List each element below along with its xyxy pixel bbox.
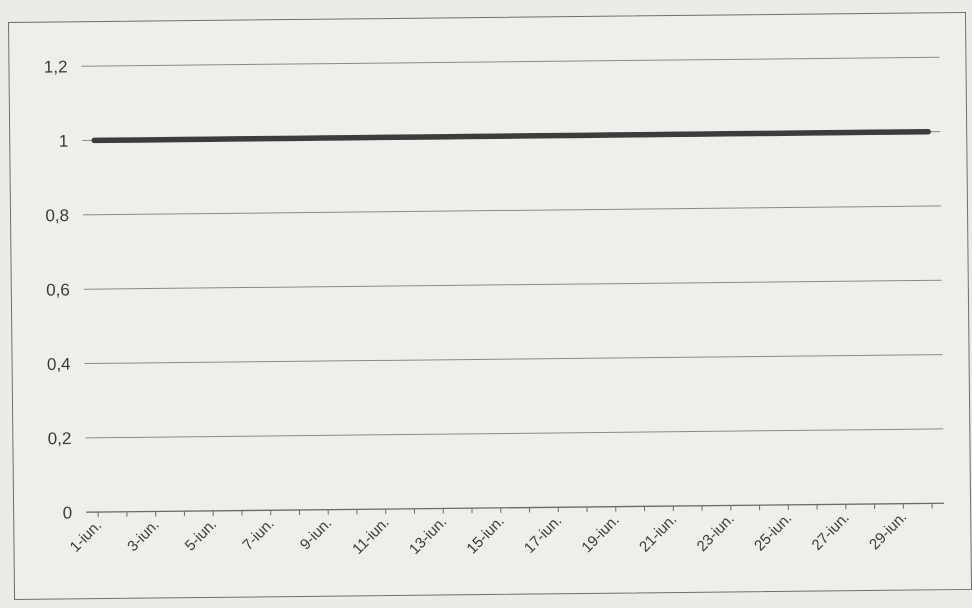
gridline xyxy=(83,205,941,216)
x-tick-label: 1-iun. xyxy=(67,517,105,556)
gridline xyxy=(81,56,940,67)
y-tick-labels: 0 0,2 0,4 0,6 0,8 1 1,2 xyxy=(44,57,73,522)
x-tick-label: 3-iun. xyxy=(124,516,162,555)
y-tick-label: 1 xyxy=(59,132,69,151)
y-tick-label: 0 xyxy=(63,503,73,522)
y-tick-label: 0,4 xyxy=(47,355,71,374)
x-tick-label: 17-iun. xyxy=(521,512,565,557)
gridline xyxy=(85,428,944,439)
line-chart: 0 0,2 0,4 0,6 0,8 1 1,2 1-iun. 3-iun. 5-iun. 7-iu… xyxy=(44,56,945,558)
x-tick-label: 27-iun. xyxy=(809,509,853,554)
x-tick-label: 5-iun. xyxy=(182,516,220,555)
x-tick-label: 19-iun. xyxy=(579,512,623,557)
x-tick-label: 29-iun. xyxy=(866,509,910,554)
gridline xyxy=(83,279,942,290)
x-tick-labels: 1-iun. 3-iun. 5-iun. 7-iun. 9-iun. 11-iun. 13-… xyxy=(67,509,911,558)
x-axis-line xyxy=(86,502,945,513)
y-tick-label: 0,2 xyxy=(48,429,72,448)
x-tick-label: 13-iun. xyxy=(406,513,450,558)
x-tick-label: 21-iun. xyxy=(636,511,680,556)
x-tick-label: 15-iun. xyxy=(463,513,507,558)
x-tick-label: 25-iun. xyxy=(751,510,795,555)
y-tick-label: 1,2 xyxy=(44,57,68,76)
y-tick-label: 0,6 xyxy=(46,280,70,299)
series-lines xyxy=(91,128,931,144)
series-line xyxy=(91,128,931,144)
gridline xyxy=(84,354,943,365)
x-tick-label: 11-iun. xyxy=(349,514,392,558)
x-tick-label: 9-iun. xyxy=(297,515,335,554)
chart-frame: 0 0,2 0,4 0,6 0,8 1 1,2 1-iun. 3-iun. 5-iun. 7-iu… xyxy=(8,11,972,600)
y-tick-label: 0,8 xyxy=(45,206,69,225)
gridlines xyxy=(81,56,944,439)
x-tick-label: 7-iun. xyxy=(239,515,277,554)
x-tick-label: 23-iun. xyxy=(694,510,738,555)
axes xyxy=(86,502,945,518)
